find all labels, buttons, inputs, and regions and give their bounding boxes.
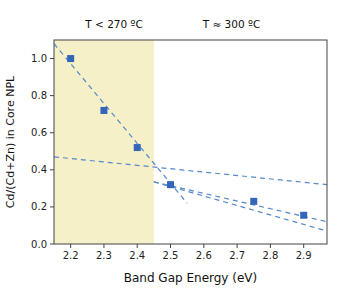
y-tick-label: 0.6 — [31, 127, 47, 138]
data-point — [134, 144, 141, 151]
x-tick-label: 2.5 — [163, 250, 179, 261]
data-point — [100, 107, 107, 114]
y-tick — [50, 58, 54, 59]
x-tick-label: 2.7 — [229, 250, 245, 261]
trend-line — [154, 182, 327, 231]
data-point — [67, 55, 74, 62]
axes: 2.2 2.3 2.4 2.5 2.6 2.7 2.8 2.9 0.0 0.2 0.4 0.6 0.8 1… — [31, 40, 327, 261]
trend-line — [154, 182, 327, 222]
y-axis-label: Cd/(Cd+Zn) in Core NPL — [4, 75, 17, 208]
data-point — [250, 198, 257, 205]
y-tick-label: 0.4 — [31, 164, 47, 175]
y-tick — [50, 244, 54, 245]
x-tick-label: 2.9 — [296, 250, 312, 261]
x-tick-label: 2.6 — [196, 250, 212, 261]
x-axis-label: Band Gap Energy (eV) — [124, 271, 258, 285]
x-tick — [270, 244, 271, 248]
y-tick-label: 0.2 — [31, 201, 47, 212]
data-point — [300, 212, 307, 219]
trend-line — [54, 157, 327, 185]
x-tick — [70, 244, 71, 248]
x-tick-label: 2.4 — [129, 250, 145, 261]
x-tick-label: 2.2 — [63, 250, 79, 261]
data-point — [167, 181, 174, 188]
x-tick-label: 2.3 — [96, 250, 112, 261]
x-tick — [237, 244, 238, 248]
plot-frame — [54, 40, 327, 244]
y-tick — [50, 95, 54, 96]
x-tick — [103, 244, 104, 248]
x-tick-label: 2.8 — [262, 250, 278, 261]
trend-line — [54, 44, 187, 203]
annotation: T ≈ 300 ºC — [202, 18, 261, 30]
x-tick — [170, 244, 171, 248]
y-tick — [50, 132, 54, 133]
y-tick-label: 0.8 — [31, 90, 47, 101]
y-tick — [50, 169, 54, 170]
annotation: T < 270 ºC — [84, 18, 143, 30]
shaded-region — [54, 40, 154, 244]
x-tick — [303, 244, 304, 248]
x-tick — [203, 244, 204, 248]
plot-area — [54, 40, 327, 244]
x-tick — [137, 244, 138, 248]
plot-background — [54, 40, 327, 244]
chart: 2.2 2.3 2.4 2.5 2.6 2.7 2.8 2.9 0.0 0.2 0.4 0.6 0.8 1… — [0, 0, 339, 292]
y-tick-label: 1.0 — [31, 53, 47, 64]
y-tick — [50, 206, 54, 207]
y-tick-label: 0.0 — [31, 239, 47, 250]
